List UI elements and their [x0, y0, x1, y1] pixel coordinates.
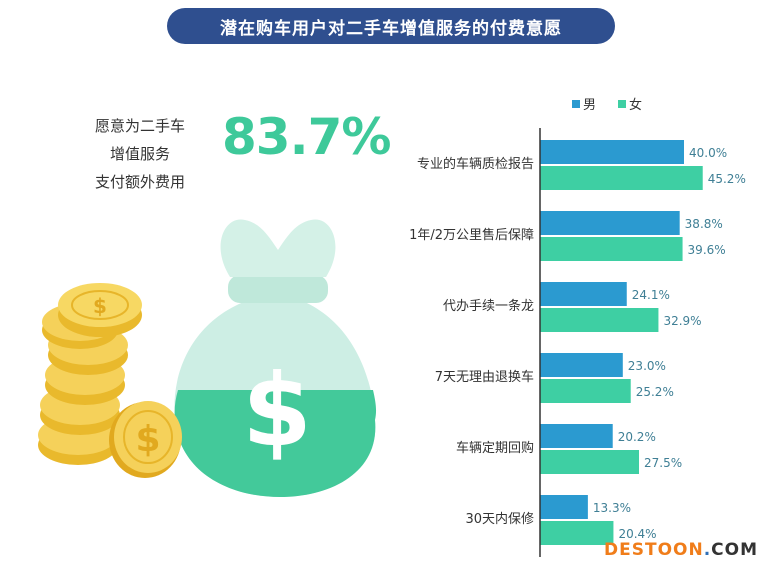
- bar-value-label: 27.5%: [644, 456, 682, 470]
- category-label: 1年/2万公里售后保障: [409, 227, 534, 243]
- bar-value-label: 23.0%: [628, 359, 666, 373]
- category-label: 车辆定期回购: [456, 440, 534, 456]
- legend-label-0: 男: [583, 98, 596, 113]
- legend-swatch-1: [618, 100, 626, 108]
- summary-caption: 愿意为二手车 增值服务 支付额外费用: [70, 112, 210, 196]
- bar-chart: 男女 专业的车辆质检报告40.0%45.2%1年/2万公里售后保障38.8%39…: [409, 97, 746, 557]
- caption-line-2: 增值服务: [109, 145, 170, 163]
- bar-male: [540, 424, 613, 448]
- bar-female: [540, 521, 614, 545]
- page-title: 潜在购车用户对二手车增值服务的付费意愿: [220, 18, 562, 39]
- bar-value-label: 38.8%: [685, 217, 723, 231]
- watermark-main: DESTOON: [604, 540, 704, 560]
- bar-value-label: 32.9%: [663, 314, 701, 328]
- bar-male: [540, 495, 588, 519]
- title-banner: 潜在购车用户对二手车增值服务的付费意愿: [167, 8, 615, 44]
- category-label: 专业的车辆质检报告: [417, 156, 534, 172]
- bar-value-label: 45.2%: [708, 172, 746, 186]
- bar-value-label: 20.4%: [618, 527, 656, 541]
- front-coin-icon: $: [109, 401, 182, 478]
- watermark-dot: .: [703, 540, 712, 560]
- money-bag-illustration: $ $ $: [38, 219, 377, 497]
- bar-male: [540, 211, 680, 235]
- money-bag-icon: $: [174, 219, 377, 497]
- coin-symbol-top: $: [93, 294, 107, 318]
- watermark-tld: COM: [711, 540, 759, 560]
- bar-value-label: 25.2%: [636, 385, 674, 399]
- watermark: DESTOON.COM: [604, 540, 758, 560]
- summary-percent: 83.7%: [222, 108, 391, 166]
- chart-bars: 专业的车辆质检报告 40.0% 45.2% 1年/2万公里售后保障 38.8% 39.6%…: [409, 140, 746, 545]
- bar-male: [540, 282, 627, 306]
- legend-swatch-0: [572, 100, 580, 108]
- bar-female: [540, 379, 631, 403]
- bar-value-label: 20.2%: [618, 430, 656, 444]
- coin-stack-icon: $: [38, 283, 142, 465]
- bag-dollar-symbol: $: [242, 352, 312, 469]
- bar-value-label: 13.3%: [593, 501, 631, 515]
- category-label: 7天无理由退换车: [435, 369, 534, 385]
- bar-value-label: 40.0%: [689, 146, 727, 160]
- legend-label-1: 女: [629, 97, 642, 113]
- category-label: 代办手续一条龙: [443, 298, 534, 314]
- bar-male: [540, 353, 623, 377]
- bar-female: [540, 450, 639, 474]
- chart-legend: 男女: [572, 97, 642, 113]
- category-label: 30天内保修: [465, 511, 534, 527]
- caption-line-1: 愿意为二手车: [94, 117, 185, 135]
- caption-line-3: 支付额外费用: [94, 173, 185, 191]
- bar-female: [540, 166, 703, 190]
- coin-symbol-front: $: [135, 419, 160, 460]
- bar-male: [540, 140, 684, 164]
- bar-female: [540, 308, 659, 332]
- bar-value-label: 39.6%: [688, 243, 726, 257]
- bar-value-label: 24.1%: [632, 288, 670, 302]
- bar-female: [540, 237, 683, 261]
